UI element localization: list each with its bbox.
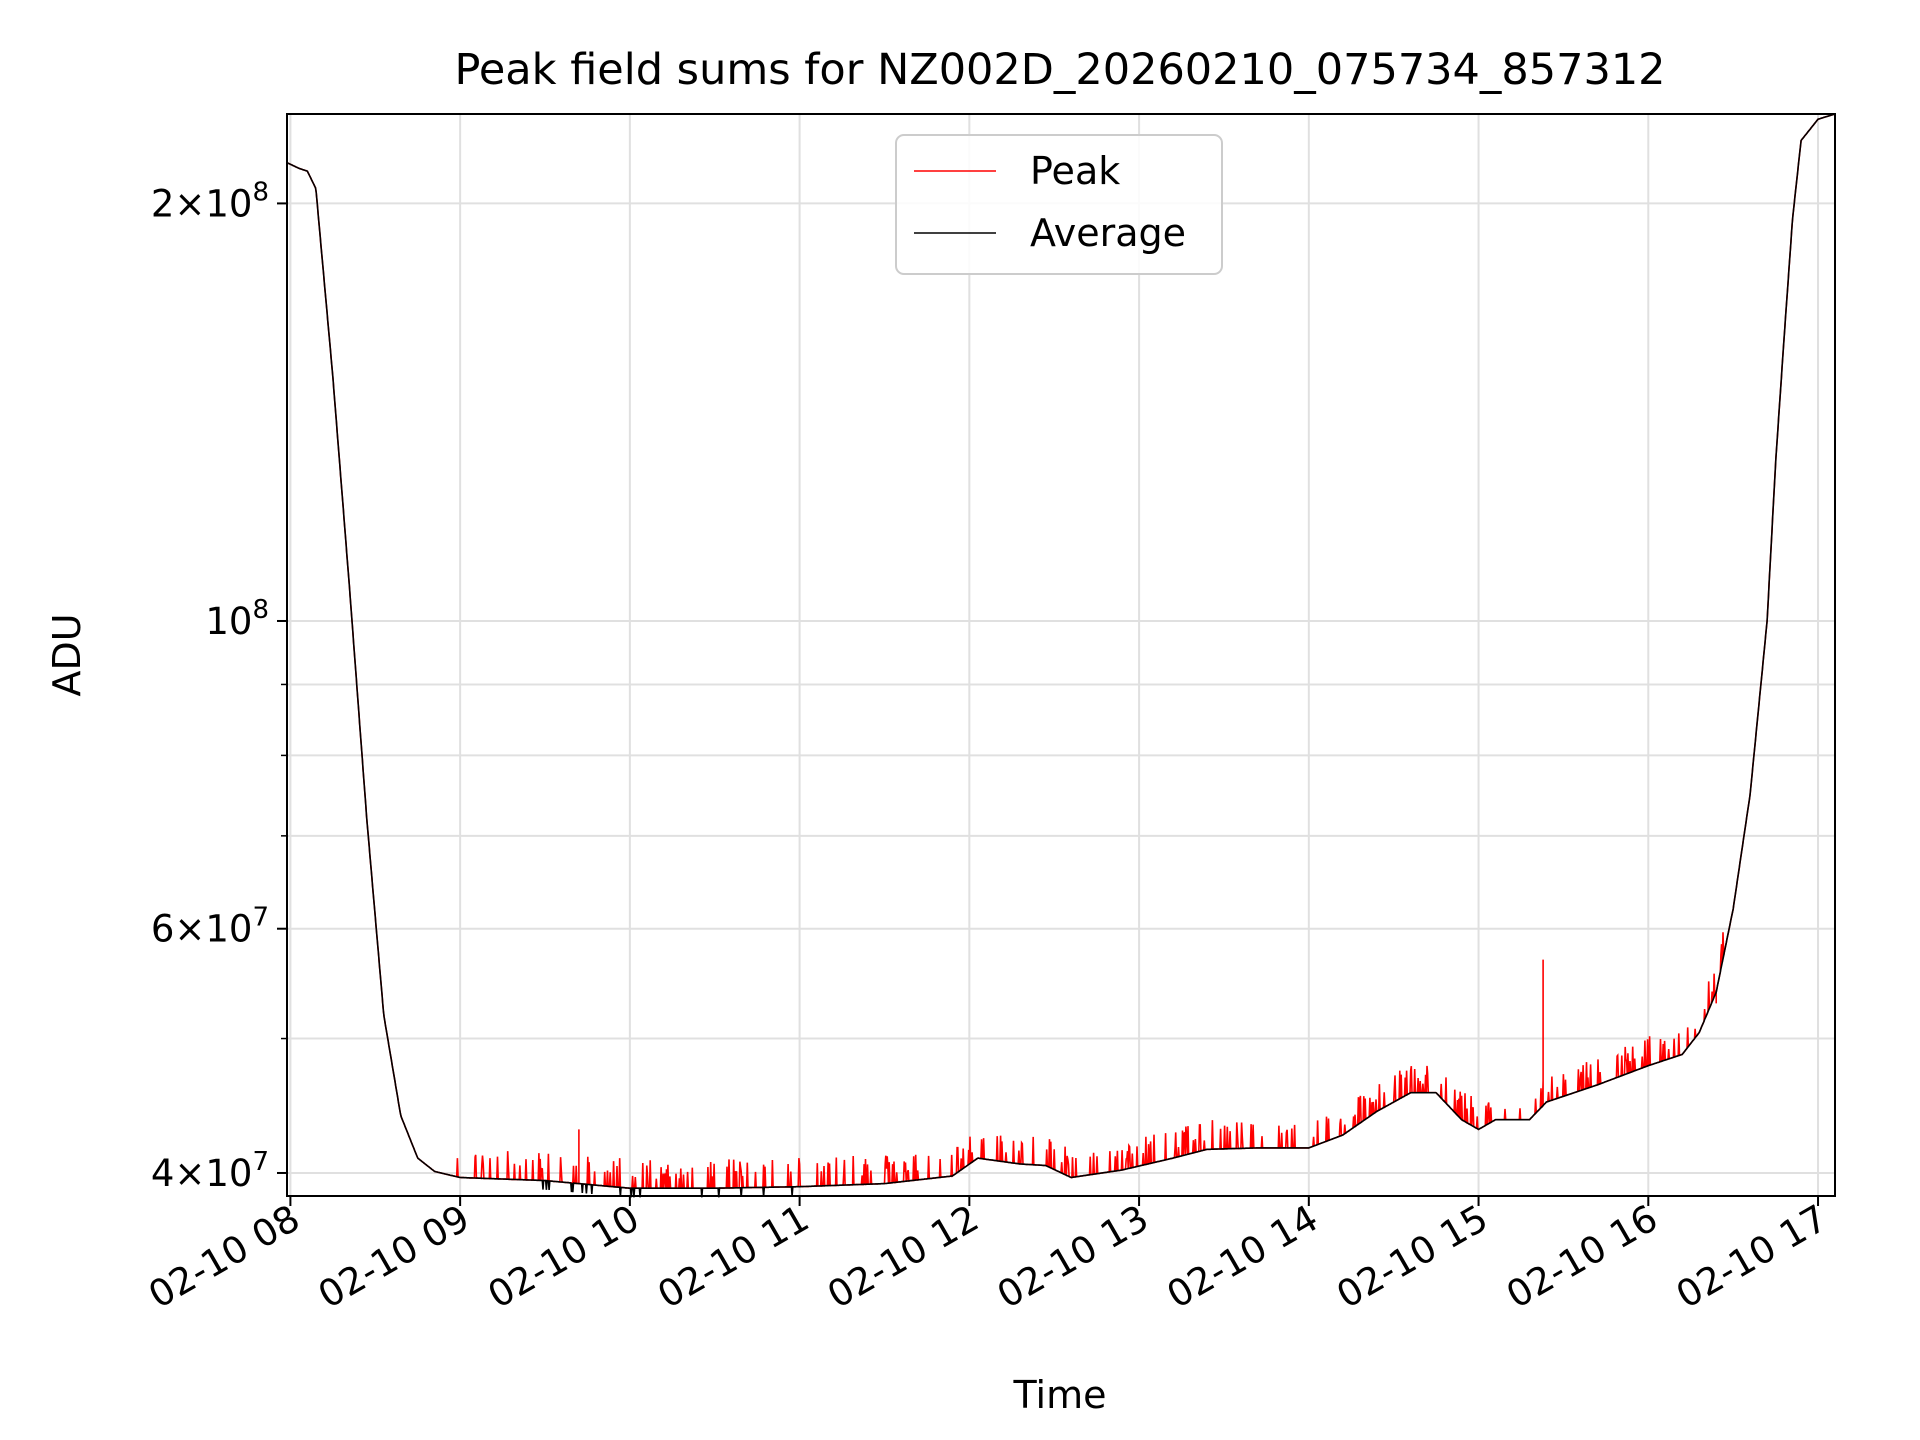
plot-frame: [286, 113, 1836, 1197]
legend-box: [895, 134, 1223, 275]
y-tick-label: 4×107: [151, 1147, 269, 1195]
chart-title: Peak field sums for NZ002D_20260210_0757…: [454, 45, 1665, 95]
x-axis-label: Time: [1013, 1373, 1107, 1417]
y-tick-label: 108: [205, 595, 269, 643]
plot-series: [286, 113, 1836, 1198]
y-axis-ticks: 4×107 6×107 108 2×108: [151, 177, 287, 1195]
legend-average-label: Average: [1030, 211, 1186, 255]
average-series-line: [286, 113, 1836, 1198]
legend-peak-label: Peak: [1030, 149, 1120, 193]
y-tick-label: 2×108: [151, 177, 269, 225]
y-axis-label: ADU: [45, 613, 89, 696]
y-tick-label: 6×107: [151, 903, 269, 951]
legend: Peak Average: [895, 134, 1223, 275]
